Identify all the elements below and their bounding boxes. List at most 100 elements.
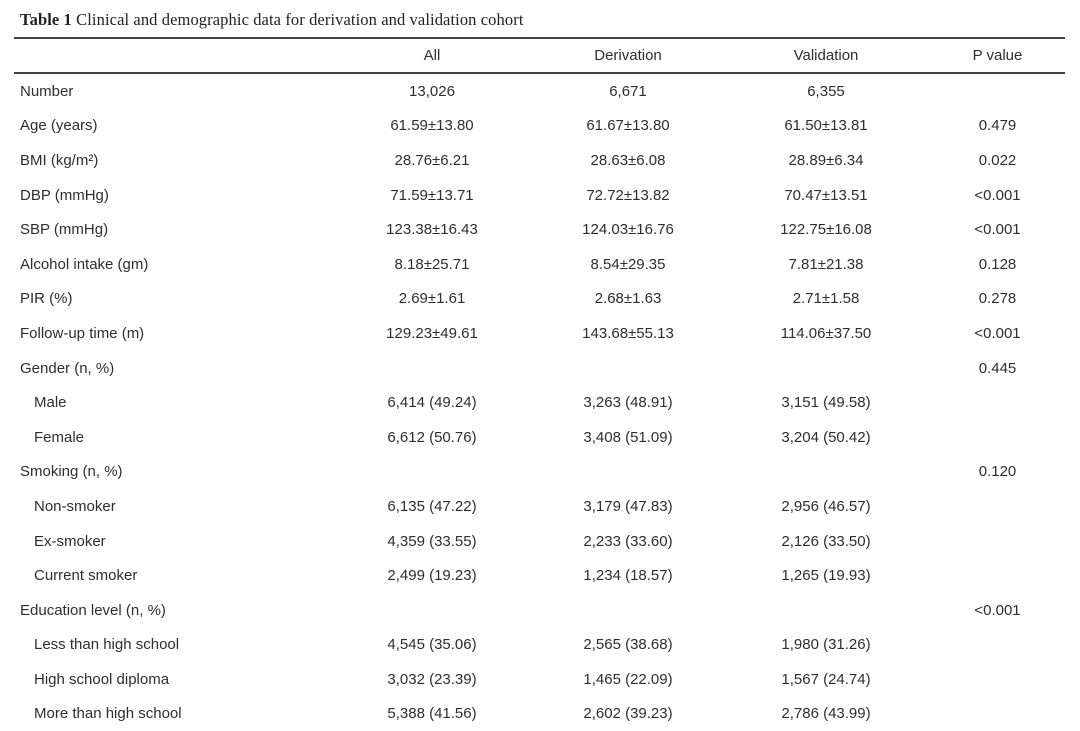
table-row: More than high school 5,388 (41.56) 2,602 …: [14, 697, 1065, 731]
cell-derivation: 124.03±16.76: [582, 221, 674, 239]
cell-derivation: 1,234 (18.57): [583, 567, 673, 585]
table-row: Male 6,414 (49.24) 3,263 (48.91) 3,151 (49.…: [14, 385, 1065, 420]
table-row: DBP (mmHg) 71.59±13.71 72.72±13.82 70.47±13…: [14, 178, 1065, 213]
table-row: Non-smoker 6,135 (47.22) 3,179 (47.83) 2,95…: [14, 489, 1065, 524]
cell-pvalue: 0.120: [978, 463, 1017, 481]
row-label: Alcohol intake (gm): [20, 255, 149, 273]
table-row: High school diploma 3,032 (23.39) 1,465 (2…: [14, 662, 1065, 697]
cell-validation: 70.47±13.51: [784, 186, 868, 204]
cell-validation: 7.81±21.38: [788, 255, 864, 273]
cell-all: 61.59±13.80: [390, 117, 474, 135]
cell-derivation: 3,179 (47.83): [583, 497, 673, 515]
cell-pvalue: [930, 385, 1065, 420]
table-header: All Derivation Validation P value: [14, 38, 1065, 74]
row-label: Follow-up time (m): [20, 324, 145, 342]
cell-all: [330, 455, 534, 490]
cell-validation: [722, 593, 930, 628]
row-label: BMI (kg/m²): [20, 151, 99, 169]
table-body: Number 13,026 6,671 6,355 Age (years) 61.59±1…: [14, 73, 1065, 731]
row-label: Number: [20, 82, 74, 100]
cell-pvalue: 0.278: [978, 290, 1017, 308]
cell-derivation: 2.68±1.63: [594, 290, 662, 308]
header-row: All Derivation Validation P value: [14, 38, 1065, 74]
cell-validation: 3,151 (49.58): [781, 394, 871, 412]
row-label: Non-smoker: [34, 497, 116, 515]
cell-all: 28.76±6.21: [394, 151, 470, 169]
cell-validation: 1,265 (19.93): [781, 567, 871, 585]
table-row: Education level (n, %) <0.001: [14, 593, 1065, 628]
cell-validation: 61.50±13.81: [784, 117, 868, 135]
row-label: Age (years): [20, 117, 98, 135]
table-row: Alcohol intake (gm) 8.18±25.71 8.54±29.35 7…: [14, 247, 1065, 282]
row-label: PIR (%): [20, 290, 73, 308]
cell-pvalue: <0.001: [974, 186, 1021, 204]
table-row: Follow-up time (m) 129.23±49.61 143.68±55.…: [14, 316, 1065, 351]
cell-pvalue: 0.128: [978, 255, 1017, 273]
cell-validation: 1,980 (31.26): [781, 636, 871, 654]
header-derivation: Derivation: [534, 38, 722, 74]
cell-pvalue: <0.001: [974, 601, 1021, 619]
cell-pvalue: 0.479: [978, 117, 1017, 135]
cell-all: 123.38±16.43: [386, 221, 478, 239]
table-row: Smoking (n, %) 0.120: [14, 455, 1065, 490]
cell-all: 2.69±1.61: [398, 290, 466, 308]
cell-pvalue: [930, 558, 1065, 593]
cell-derivation: 2,565 (38.68): [583, 636, 673, 654]
table-number-label: Table 1: [20, 10, 72, 29]
row-label: Female: [34, 428, 85, 446]
cell-derivation: 2,233 (33.60): [583, 532, 673, 550]
cell-all: 6,414 (49.24): [387, 394, 477, 412]
cell-pvalue: 0.445: [978, 359, 1017, 377]
cell-all: 4,359 (33.55): [387, 532, 477, 550]
cell-all: 5,388 (41.56): [387, 705, 477, 723]
row-label: Education level (n, %): [20, 601, 166, 619]
cell-derivation: 3,408 (51.09): [583, 428, 673, 446]
table-row: PIR (%) 2.69±1.61 2.68±1.63 2.71±1.58 0.278: [14, 282, 1065, 317]
cell-validation: 2.71±1.58: [792, 290, 860, 308]
cell-all: 129.23±49.61: [386, 324, 478, 342]
row-label: DBP (mmHg): [20, 186, 109, 204]
header-empty: [14, 38, 330, 74]
cell-derivation: 1,465 (22.09): [583, 670, 673, 688]
cell-all: 8.18±25.71: [394, 255, 470, 273]
cell-pvalue: [930, 662, 1065, 697]
cell-all: 6,135 (47.22): [387, 497, 477, 515]
cell-validation: 3,204 (50.42): [781, 428, 871, 446]
cell-validation: 2,786 (43.99): [781, 705, 871, 723]
row-label: High school diploma: [34, 670, 170, 688]
row-label: Male: [34, 394, 67, 412]
cell-all: 4,545 (35.06): [387, 636, 477, 654]
cell-all: 6,612 (50.76): [387, 428, 477, 446]
cell-validation: 28.89±6.34: [788, 151, 864, 169]
cell-validation: 6,355: [807, 82, 845, 100]
cell-derivation: 61.67±13.80: [586, 117, 670, 135]
table-title: Table 1 Clinical and demographic data fo…: [14, 6, 1065, 37]
cell-derivation: 3,263 (48.91): [583, 394, 673, 412]
cell-validation: 114.06±37.50: [780, 324, 872, 342]
table-row: Ex-smoker 4,359 (33.55) 2,233 (33.60) 2,126…: [14, 524, 1065, 559]
table-row: Current smoker 2,499 (19.23) 1,234 (18.57)…: [14, 558, 1065, 593]
table-row: BMI (kg/m²) 28.76±6.21 28.63±6.08 28.89±6.3…: [14, 143, 1065, 178]
table-row: Female 6,612 (50.76) 3,408 (51.09) 3,204 (5…: [14, 420, 1065, 455]
row-label: Current smoker: [34, 567, 138, 585]
table-caption: Clinical and demographic data for deriva…: [76, 10, 524, 29]
cell-all: 71.59±13.71: [390, 186, 474, 204]
cell-pvalue: [930, 420, 1065, 455]
cell-all: 3,032 (23.39): [387, 670, 477, 688]
cell-derivation: 28.63±6.08: [590, 151, 666, 169]
cell-validation: 1,567 (24.74): [781, 670, 871, 688]
cell-derivation: 6,671: [609, 82, 647, 100]
cell-validation: 2,126 (33.50): [781, 532, 871, 550]
cell-derivation: 2,602 (39.23): [583, 705, 673, 723]
cell-all: 13,026: [409, 82, 455, 100]
cell-validation: [722, 455, 930, 490]
cell-derivation: 8.54±29.35: [590, 255, 666, 273]
table-row: Age (years) 61.59±13.80 61.67±13.80 61.50±1…: [14, 109, 1065, 144]
row-label: Ex-smoker: [34, 532, 106, 550]
cell-pvalue: <0.001: [974, 324, 1021, 342]
row-label: Smoking (n, %): [20, 463, 123, 481]
table-row: SBP (mmHg) 123.38±16.43 124.03±16.76 122.75…: [14, 212, 1065, 247]
cell-derivation: 72.72±13.82: [586, 186, 670, 204]
cell-all: [330, 593, 534, 628]
cell-validation: [722, 351, 930, 386]
